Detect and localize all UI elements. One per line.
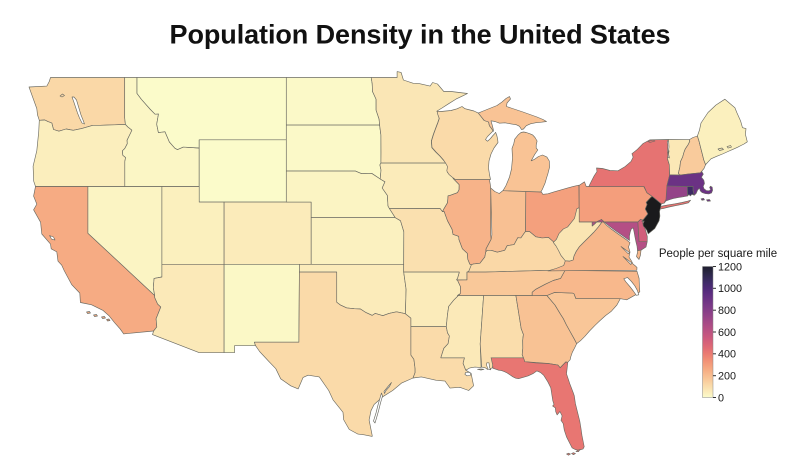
svg-text:Population Density in the Unit: Population Density in the United States xyxy=(170,20,671,50)
svg-text:800: 800 xyxy=(718,305,736,317)
svg-text:200: 200 xyxy=(718,371,736,383)
svg-text:People per square mile: People per square mile xyxy=(659,248,777,260)
svg-text:0: 0 xyxy=(718,392,724,404)
svg-text:1200: 1200 xyxy=(718,261,742,273)
svg-text:1000: 1000 xyxy=(718,283,742,295)
svg-text:600: 600 xyxy=(718,327,736,339)
svg-text:400: 400 xyxy=(718,349,736,361)
